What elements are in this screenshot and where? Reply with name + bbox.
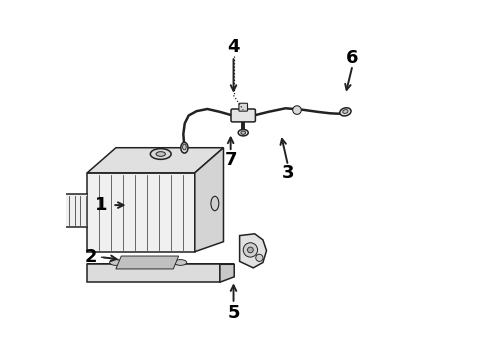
- Ellipse shape: [181, 142, 188, 153]
- Circle shape: [293, 106, 301, 114]
- Polygon shape: [87, 173, 195, 252]
- Text: 7: 7: [224, 151, 237, 169]
- Ellipse shape: [50, 194, 59, 226]
- Polygon shape: [220, 264, 234, 282]
- Ellipse shape: [343, 110, 348, 113]
- Ellipse shape: [53, 202, 57, 219]
- Ellipse shape: [238, 130, 248, 136]
- Polygon shape: [87, 148, 223, 173]
- Polygon shape: [240, 234, 267, 268]
- Circle shape: [243, 243, 258, 257]
- Ellipse shape: [174, 260, 187, 265]
- Ellipse shape: [183, 144, 186, 150]
- Ellipse shape: [340, 108, 351, 116]
- Text: 6: 6: [346, 49, 359, 67]
- Ellipse shape: [211, 196, 219, 211]
- Text: 2: 2: [85, 248, 97, 266]
- Ellipse shape: [150, 149, 171, 159]
- Text: 4: 4: [227, 38, 240, 56]
- Polygon shape: [116, 256, 179, 269]
- Circle shape: [247, 247, 253, 253]
- Ellipse shape: [138, 260, 151, 265]
- Circle shape: [256, 254, 263, 261]
- Polygon shape: [87, 264, 220, 282]
- Text: 1: 1: [96, 196, 108, 214]
- FancyBboxPatch shape: [231, 109, 255, 122]
- Ellipse shape: [156, 152, 166, 156]
- Ellipse shape: [110, 260, 122, 265]
- FancyBboxPatch shape: [239, 103, 247, 111]
- Polygon shape: [195, 148, 223, 252]
- Polygon shape: [55, 194, 87, 226]
- Text: 5: 5: [227, 304, 240, 322]
- Text: 3: 3: [282, 164, 294, 182]
- Ellipse shape: [241, 131, 245, 134]
